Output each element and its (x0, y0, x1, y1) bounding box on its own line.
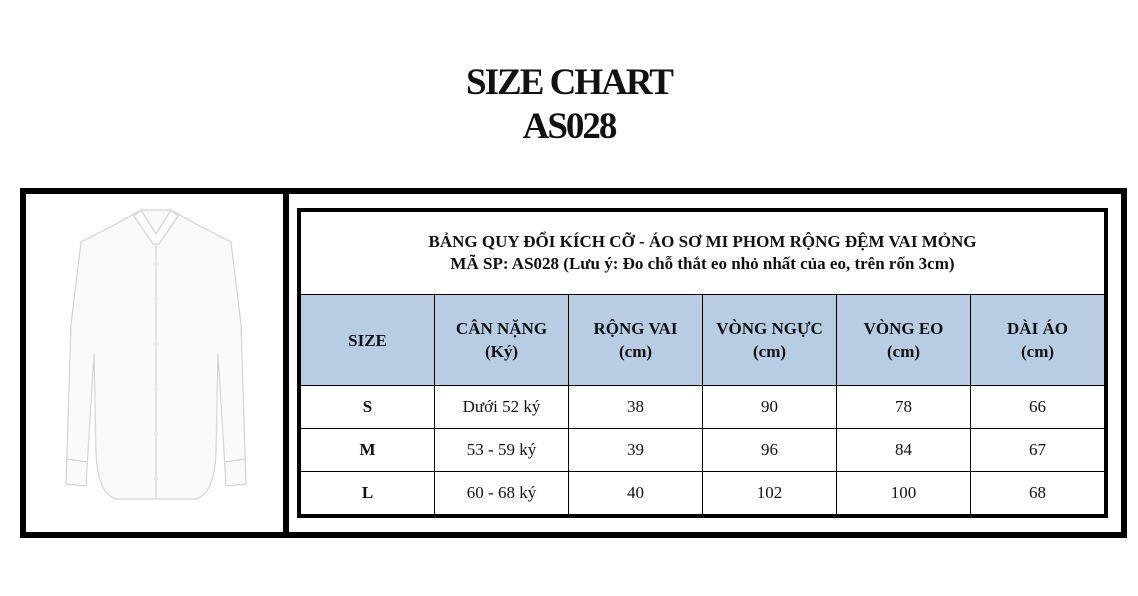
cell-size: S (300, 385, 435, 430)
cell-length: 66 (970, 385, 1105, 430)
cell-shoulder: 38 (568, 385, 703, 430)
cell-weight: 53 - 59 ký (434, 428, 569, 473)
size-chart-title: SIZE CHART (466, 62, 674, 103)
caption-line-1: BẢNG QUY ĐỔI KÍCH CỠ - ÁO SƠ MI PHOM RỘN… (428, 232, 977, 251)
header-row: SIZE CÂN NẶNG (Ký) RỘNG VAI (cm) VÒNG NGỰC… (300, 293, 1105, 387)
col-header-shoulder: RỘNG VAI (cm) (568, 293, 703, 387)
cell-waist: 100 (836, 471, 971, 515)
cell-waist: 78 (836, 385, 971, 430)
table-row: M 53 - 59 ký 39 96 84 67 (300, 428, 1105, 473)
cell-weight: Dưới 52 ký (434, 385, 569, 430)
size-table-box: BẢNG QUY ĐỔI KÍCH CỠ - ÁO SƠ MI PHOM RỘN… (297, 208, 1108, 518)
caption-line-2: MÃ SP: AS028 (Lưu ý: Đo chỗ thắt eo nhỏ … (450, 254, 955, 273)
size-table: BẢNG QUY ĐỔI KÍCH CỠ - ÁO SƠ MI PHOM RỘN… (300, 211, 1105, 515)
col-header-weight: CÂN NẶNG (Ký) (434, 293, 569, 387)
cell-weight: 60 - 68 ký (434, 471, 569, 515)
col-header-size: SIZE (300, 293, 435, 387)
col-header-waist: VÒNG EO (cm) (836, 293, 971, 387)
table-row: S Dưới 52 ký 38 90 78 66 (300, 385, 1105, 430)
cell-shoulder: 40 (568, 471, 703, 515)
cell-size: M (300, 428, 435, 473)
col-header-chest: VÒNG NGỰC (cm) (702, 293, 837, 387)
cell-chest: 90 (702, 385, 837, 430)
cell-size: L (300, 471, 435, 515)
col-header-length: DÀI ÁO (cm) (970, 293, 1105, 387)
cell-chest: 96 (702, 428, 837, 473)
cell-length: 67 (970, 428, 1105, 473)
table-row: L 60 - 68 ký 40 102 100 68 (300, 471, 1105, 515)
size-chart-frame: BẢNG QUY ĐỔI KÍCH CỠ - ÁO SƠ MI PHOM RỘN… (20, 188, 1127, 538)
cell-waist: 84 (836, 428, 971, 473)
white-shirt-icon (65, 209, 247, 500)
cell-chest: 102 (702, 471, 837, 515)
cell-shoulder: 39 (568, 428, 703, 473)
table-caption: BẢNG QUY ĐỔI KÍCH CỠ - ÁO SƠ MI PHOM RỘN… (300, 211, 1105, 295)
cell-length: 68 (970, 471, 1105, 515)
product-code-title: AS028 (522, 106, 618, 147)
product-image-panel (26, 194, 289, 532)
